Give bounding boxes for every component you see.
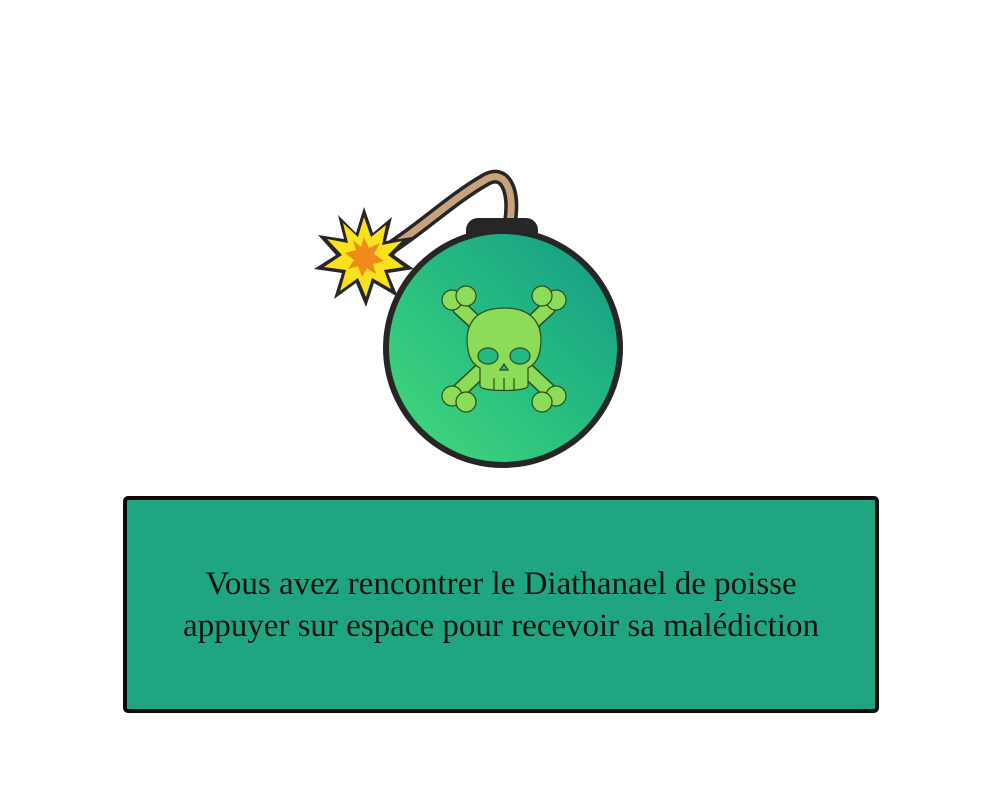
dialog-line-2: appuyer sur espace pour recevoir sa malé… bbox=[183, 605, 819, 647]
dialog-box: Vous avez rencontrer le Diathanael de po… bbox=[123, 496, 879, 713]
dialog-line-1: Vous avez rencontrer le Diathanael de po… bbox=[205, 563, 796, 605]
poison-bomb-icon bbox=[300, 160, 640, 480]
